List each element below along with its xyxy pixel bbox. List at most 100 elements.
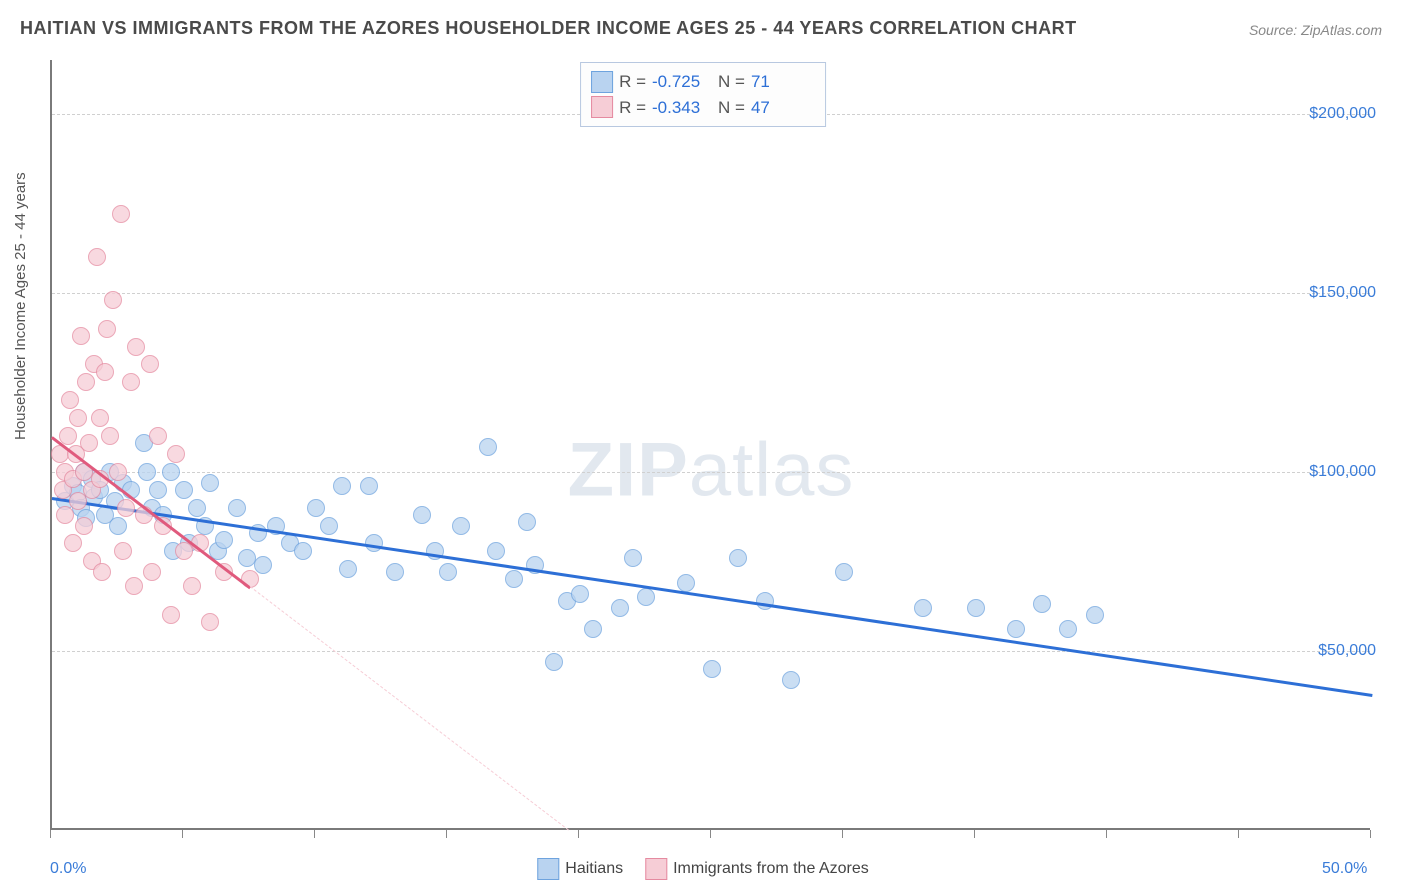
chart-title: HAITIAN VS IMMIGRANTS FROM THE AZORES HO… xyxy=(20,18,1077,39)
x-tick-mark xyxy=(50,830,51,838)
point-haitians xyxy=(215,531,233,549)
x-tick-mark xyxy=(974,830,975,838)
legend-item: Haitians xyxy=(537,858,623,880)
point-azores xyxy=(56,506,74,524)
point-haitians xyxy=(967,599,985,617)
point-haitians xyxy=(109,517,127,535)
point-azores xyxy=(64,534,82,552)
point-haitians xyxy=(487,542,505,560)
point-haitians xyxy=(452,517,470,535)
point-haitians xyxy=(360,477,378,495)
point-azores xyxy=(112,205,130,223)
legend-swatch xyxy=(645,858,667,880)
point-haitians xyxy=(320,517,338,535)
point-azores xyxy=(72,327,90,345)
point-azores xyxy=(77,373,95,391)
point-haitians xyxy=(782,671,800,689)
point-haitians xyxy=(756,592,774,610)
y-tick-label: $150,000 xyxy=(1309,284,1376,302)
n-label: N = xyxy=(718,69,745,95)
n-value: 47 xyxy=(751,95,811,121)
x-tick-mark xyxy=(314,830,315,838)
scatter-plot-area: ZIPatlas xyxy=(50,60,1370,830)
point-haitians xyxy=(333,477,351,495)
point-azores xyxy=(127,338,145,356)
n-value: 71 xyxy=(751,69,811,95)
point-azores xyxy=(69,409,87,427)
point-haitians xyxy=(479,438,497,456)
point-azores xyxy=(149,427,167,445)
y-tick-label: $200,000 xyxy=(1309,105,1376,123)
point-azores xyxy=(183,577,201,595)
series-legend: Haitians Immigrants from the Azores xyxy=(537,858,868,880)
point-haitians xyxy=(201,474,219,492)
point-haitians xyxy=(1033,595,1051,613)
point-azores xyxy=(122,373,140,391)
legend-label: Immigrants from the Azores xyxy=(673,860,869,877)
point-azores xyxy=(80,434,98,452)
point-azores xyxy=(101,427,119,445)
point-azores xyxy=(75,517,93,535)
x-tick-mark xyxy=(182,830,183,838)
point-haitians xyxy=(386,563,404,581)
point-haitians xyxy=(175,481,193,499)
point-haitians xyxy=(677,574,695,592)
y-tick-label: $100,000 xyxy=(1309,463,1376,481)
gridline xyxy=(52,293,1370,294)
x-tick-mark xyxy=(578,830,579,838)
point-azores xyxy=(141,355,159,373)
point-haitians xyxy=(505,570,523,588)
legend-label: Haitians xyxy=(565,860,623,877)
y-tick-label: $50,000 xyxy=(1318,642,1376,660)
point-haitians xyxy=(228,499,246,517)
point-azores xyxy=(114,542,132,560)
legend-item: Immigrants from the Azores xyxy=(645,858,869,880)
watermark-light: atlas xyxy=(689,428,855,513)
x-tick-label: 50.0% xyxy=(1322,860,1367,878)
watermark: ZIPatlas xyxy=(568,427,855,514)
r-label: R = xyxy=(619,95,646,121)
legend-swatch xyxy=(591,71,613,93)
point-haitians xyxy=(835,563,853,581)
point-haitians xyxy=(254,556,272,574)
point-azores xyxy=(88,248,106,266)
legend-swatch xyxy=(591,96,613,118)
point-haitians xyxy=(439,563,457,581)
x-tick-mark xyxy=(1370,830,1371,838)
point-azores xyxy=(109,463,127,481)
x-tick-mark xyxy=(1106,830,1107,838)
n-label: N = xyxy=(718,95,745,121)
y-axis-label: Householder Income Ages 25 - 44 years xyxy=(12,172,29,440)
point-haitians xyxy=(1086,606,1104,624)
point-azores xyxy=(117,499,135,517)
point-haitians xyxy=(138,463,156,481)
point-haitians xyxy=(413,506,431,524)
x-tick-mark xyxy=(842,830,843,838)
point-haitians xyxy=(571,585,589,603)
point-haitians xyxy=(914,599,932,617)
gridline xyxy=(52,472,1370,473)
point-azores xyxy=(104,291,122,309)
x-tick-mark xyxy=(446,830,447,838)
point-azores xyxy=(162,606,180,624)
x-tick-mark xyxy=(1238,830,1239,838)
point-haitians xyxy=(584,620,602,638)
point-haitians xyxy=(162,463,180,481)
point-azores xyxy=(93,563,111,581)
point-haitians xyxy=(729,549,747,567)
x-tick-label: 0.0% xyxy=(50,860,86,878)
point-haitians xyxy=(188,499,206,517)
x-tick-mark xyxy=(710,830,711,838)
gridline xyxy=(52,651,1370,652)
point-haitians xyxy=(1059,620,1077,638)
regression-dash-azores xyxy=(250,587,569,831)
legend-swatch xyxy=(537,858,559,880)
watermark-bold: ZIP xyxy=(568,428,689,513)
legend-correlation-row: R =-0.725N =71 xyxy=(591,69,811,95)
point-haitians xyxy=(149,481,167,499)
point-haitians xyxy=(518,513,536,531)
source-attribution: Source: ZipAtlas.com xyxy=(1249,22,1382,38)
point-azores xyxy=(167,445,185,463)
point-azores xyxy=(96,363,114,381)
point-haitians xyxy=(294,542,312,560)
